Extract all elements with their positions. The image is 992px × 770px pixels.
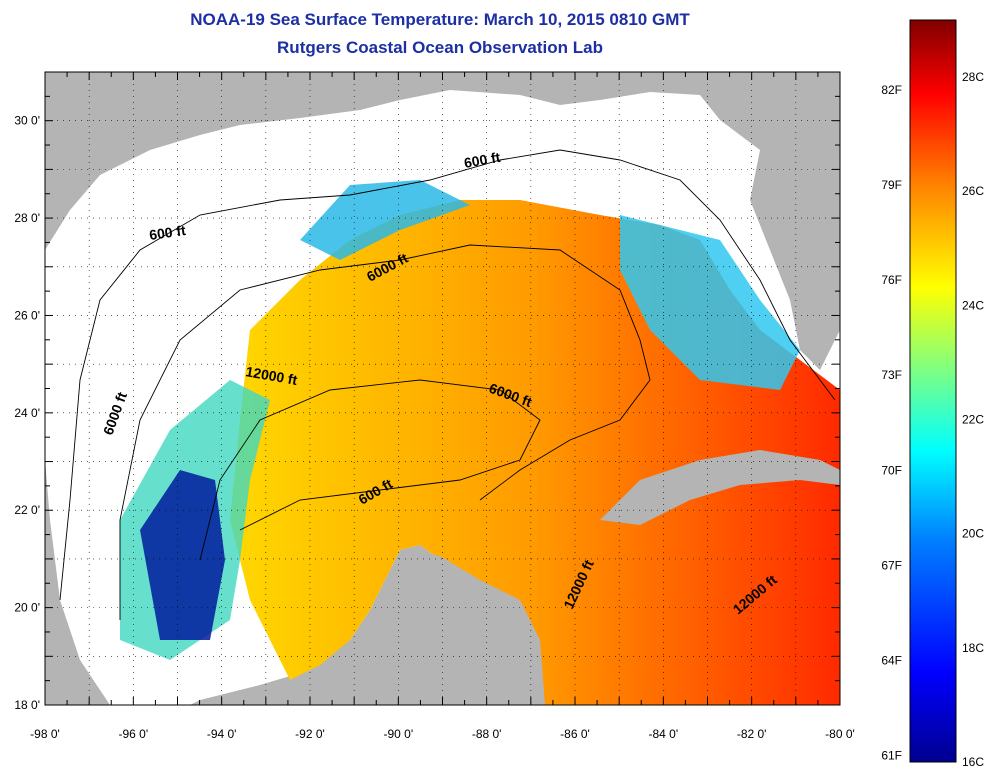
map-title: NOAA-19 Sea Surface Temperature: March 1… <box>190 10 690 29</box>
longitude-label: -96 0' <box>119 727 149 741</box>
colorbar-f-label: 79F <box>881 178 902 192</box>
latitude-label: 20 0' <box>14 601 40 615</box>
yucatan-land <box>330 548 545 705</box>
colorbar-f-label: 76F <box>881 273 902 287</box>
longitude-label: -94 0' <box>207 727 237 741</box>
colorbar <box>909 19 957 763</box>
colorbar-c-label: 24C <box>962 298 984 312</box>
colorbar-f-label: 61F <box>881 749 902 763</box>
latitude-label: 22 0' <box>14 503 40 517</box>
colorbar-c-label: 26C <box>962 184 984 198</box>
contour-600ft <box>59 149 836 601</box>
longitude-label: -80 0' <box>825 727 855 741</box>
colorbar-c-label: 20C <box>962 527 984 541</box>
contour-label: 600 ft <box>463 149 502 171</box>
colorbar-fahrenheit-labels: 82F 79F 76F 73F 70F 67F 64F 61F <box>881 83 902 763</box>
latitude-labels: 18 0' 20 0' 22 0' 24 0' 26 0' 28 0' 30 0' <box>14 114 40 712</box>
colorbar-celsius-labels: 28C 26C 24C 22C 20C 18C 16C <box>962 70 984 769</box>
longitude-labels: -98 0' -96 0' -94 0' -92 0' -90 0' -88 0' -86 … <box>30 727 855 741</box>
colorbar-f-label: 67F <box>881 558 902 572</box>
longitude-label: -98 0' <box>30 727 60 741</box>
latitude-label: 24 0' <box>14 406 40 420</box>
colorbar-c-label: 18C <box>962 641 984 655</box>
latitude-label: 30 0' <box>14 114 40 128</box>
latitude-label: 18 0' <box>14 698 40 712</box>
colorbar-f-label: 82F <box>881 83 902 97</box>
cuba-land <box>600 450 840 525</box>
longitude-label: -90 0' <box>384 727 414 741</box>
contour-12000ft <box>199 379 541 561</box>
florida-land <box>750 150 840 370</box>
longitude-label: -92 0' <box>295 727 325 741</box>
colorbar-f-label: 64F <box>881 654 902 668</box>
map-subtitle: Rutgers Coastal Ocean Observation Lab <box>277 38 603 57</box>
colorbar-c-label: 16C <box>962 755 984 769</box>
colorbar-c-label: 22C <box>962 413 984 427</box>
bathymetry-contours <box>59 149 836 620</box>
colorbar-f-label: 70F <box>881 463 902 477</box>
colorbar-c-label: 28C <box>962 70 984 84</box>
longitude-label: -88 0' <box>472 727 502 741</box>
colorbar-f-label: 73F <box>881 368 902 382</box>
longitude-label: -82 0' <box>737 727 767 741</box>
cool-florida-shelf <box>620 215 800 390</box>
latitude-label: 28 0' <box>14 211 40 225</box>
longitude-label: -84 0' <box>649 727 679 741</box>
contour-6000ft <box>119 244 651 620</box>
latitude-label: 26 0' <box>14 308 40 322</box>
longitude-label: -86 0' <box>560 727 590 741</box>
contour-label: 600 ft <box>148 222 187 243</box>
cool-shelf <box>300 180 470 260</box>
map-ticks <box>44 71 841 706</box>
dark-blue-patch <box>140 470 225 640</box>
graticule <box>45 72 840 705</box>
